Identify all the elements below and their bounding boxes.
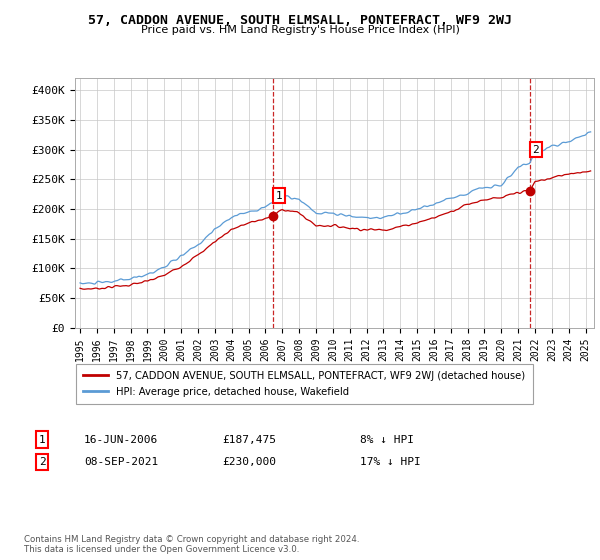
Text: Price paid vs. HM Land Registry's House Price Index (HPI): Price paid vs. HM Land Registry's House … — [140, 25, 460, 35]
Text: 2: 2 — [38, 457, 46, 467]
Text: 08-SEP-2021: 08-SEP-2021 — [84, 457, 158, 467]
Text: 8% ↓ HPI: 8% ↓ HPI — [360, 435, 414, 445]
Legend: 57, CADDON AVENUE, SOUTH ELMSALL, PONTEFRACT, WF9 2WJ (detached house), HPI: Ave: 57, CADDON AVENUE, SOUTH ELMSALL, PONTEF… — [76, 363, 533, 404]
Text: Contains HM Land Registry data © Crown copyright and database right 2024.
This d: Contains HM Land Registry data © Crown c… — [24, 535, 359, 554]
Text: 57, CADDON AVENUE, SOUTH ELMSALL, PONTEFRACT, WF9 2WJ: 57, CADDON AVENUE, SOUTH ELMSALL, PONTEF… — [88, 14, 512, 27]
Text: 1: 1 — [275, 190, 283, 200]
Text: 1: 1 — [38, 435, 46, 445]
Text: 17% ↓ HPI: 17% ↓ HPI — [360, 457, 421, 467]
Text: 2: 2 — [532, 144, 539, 155]
Text: £187,475: £187,475 — [222, 435, 276, 445]
Text: £230,000: £230,000 — [222, 457, 276, 467]
Text: 16-JUN-2006: 16-JUN-2006 — [84, 435, 158, 445]
